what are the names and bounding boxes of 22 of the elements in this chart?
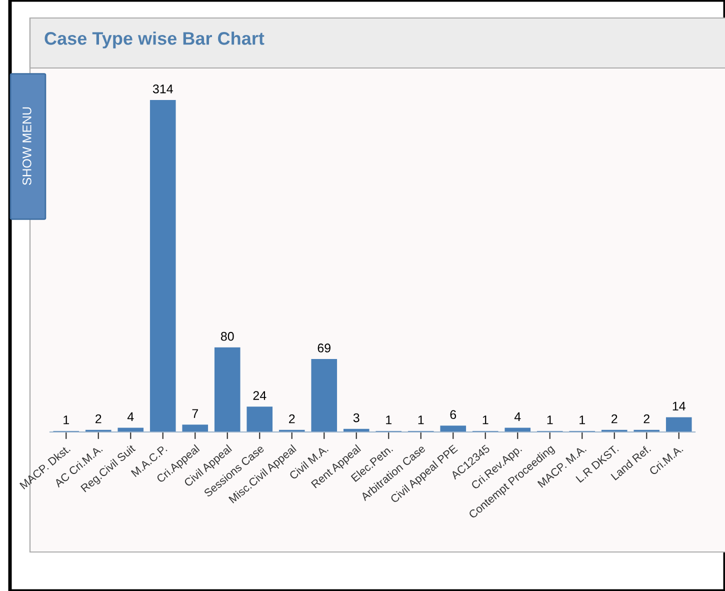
data-label: 1 <box>64 416 69 424</box>
data-label: 1 <box>482 416 488 424</box>
data-label: 4 <box>127 412 134 422</box>
data-label: 2 <box>289 414 295 424</box>
data-label: 7 <box>192 409 198 418</box>
data-label: 2 <box>96 414 102 424</box>
data-label: 314 <box>152 84 173 94</box>
data-label: 6 <box>450 410 456 420</box>
data-label: 24 <box>253 391 266 400</box>
data-label: 1 <box>418 416 424 424</box>
data-label: 2 <box>612 414 618 424</box>
data-label: 69 <box>318 344 330 352</box>
data-label: 14 <box>672 402 686 410</box>
data-label: 4 <box>514 412 521 422</box>
data-label: 80 <box>220 332 234 341</box>
data-label: 1 <box>580 416 585 424</box>
chart-title: Case Type wise Bar Chart <box>44 32 264 48</box>
text: SHOW MENU <box>22 107 32 186</box>
data-label: 1 <box>386 416 392 424</box>
data-label: 3 <box>353 413 360 422</box>
data-label: 2 <box>644 414 650 424</box>
data-label: 1 <box>547 416 553 424</box>
